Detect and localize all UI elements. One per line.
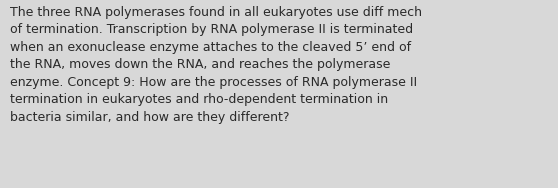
Text: The three RNA polymerases found in all eukaryotes use diff mech
of termination. : The three RNA polymerases found in all e…	[10, 6, 422, 124]
